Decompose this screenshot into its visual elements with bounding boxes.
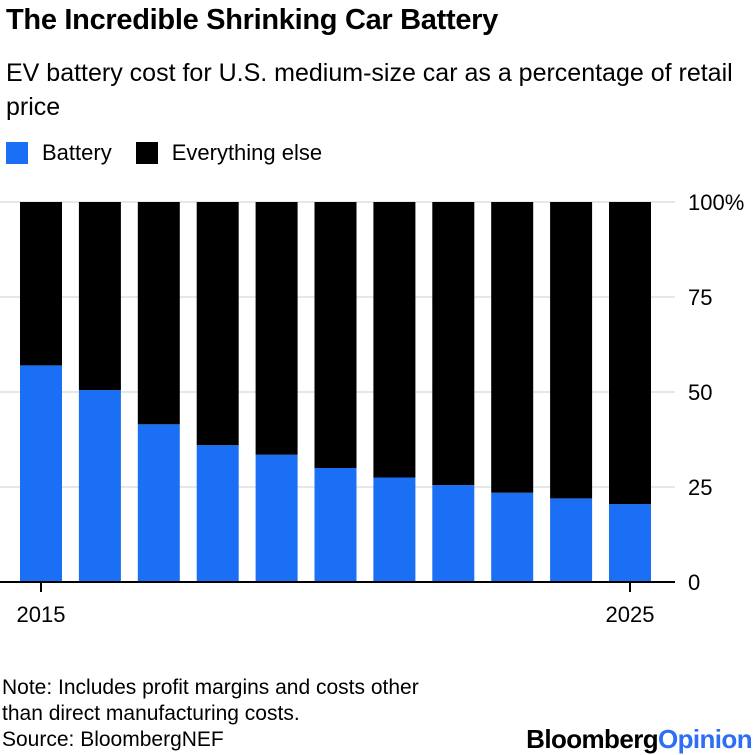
bar-battery-2021: [373, 477, 416, 582]
bar-everything-else-2015: [20, 202, 62, 366]
bar-everything-else-2022: [432, 202, 475, 486]
bar-battery-2017: [137, 424, 180, 582]
bar-everything-else-2017: [137, 202, 180, 425]
bar-everything-else-2024: [550, 202, 593, 499]
legend-label-battery: Battery: [42, 140, 112, 165]
bar-battery-2025: [609, 504, 651, 582]
bar-everything-else-2025: [609, 202, 651, 505]
legend-swatch-everything-else: [135, 142, 158, 164]
bar-everything-else-2020: [314, 202, 357, 468]
brand-logo: BloombergOpinion: [526, 724, 752, 755]
legend: Battery Everything else: [6, 140, 346, 166]
bar-battery-2018: [196, 445, 239, 582]
brand-opinion: Opinion: [658, 724, 753, 754]
legend-label-everything-else: Everything else: [171, 140, 323, 165]
brand-bloomberg: Bloomberg: [526, 724, 658, 754]
chart-subtitle: EV battery cost for U.S. medium-size car…: [6, 59, 733, 121]
bar-everything-else-2023: [491, 202, 534, 493]
x-tick-label: 2015: [17, 602, 66, 627]
bar-battery-2016: [78, 390, 121, 582]
source-line: Source: BloombergNEF: [2, 728, 224, 751]
bar-everything-else-2019: [255, 202, 298, 455]
y-tick-label: 75: [688, 285, 712, 310]
bar-battery-2024: [550, 498, 593, 582]
bar-battery-2022: [432, 485, 475, 582]
y-tick-label: 25: [688, 475, 712, 500]
legend-swatch-battery: [6, 142, 28, 164]
bar-battery-2019: [255, 454, 298, 582]
bar-everything-else-2021: [373, 202, 416, 478]
legend-item-everything-else: Everything else: [135, 140, 323, 166]
bar-battery-2015: [20, 365, 62, 582]
y-tick-label: 100%: [688, 190, 744, 215]
chart-title: The Incredible Shrinking Car Battery: [6, 4, 498, 36]
x-tick-label: 2025: [606, 602, 655, 627]
bar-everything-else-2016: [78, 202, 121, 391]
legend-item-battery: Battery: [6, 140, 112, 166]
footer-notes: Note: Includes profit margins and costs …: [2, 675, 419, 753]
bar-battery-2020: [314, 468, 357, 582]
bar-battery-2023: [491, 492, 534, 582]
stacked-bar-chart: 2015 2025 0 25 50 75 100%: [0, 190, 744, 627]
note-line: Note: Includes profit margins and costs …: [2, 676, 419, 699]
bar-everything-else-2018: [196, 202, 239, 446]
note-line: than direct manufacturing costs.: [2, 702, 300, 725]
y-tick-label: 0: [688, 570, 700, 595]
y-tick-label: 50: [688, 380, 712, 405]
